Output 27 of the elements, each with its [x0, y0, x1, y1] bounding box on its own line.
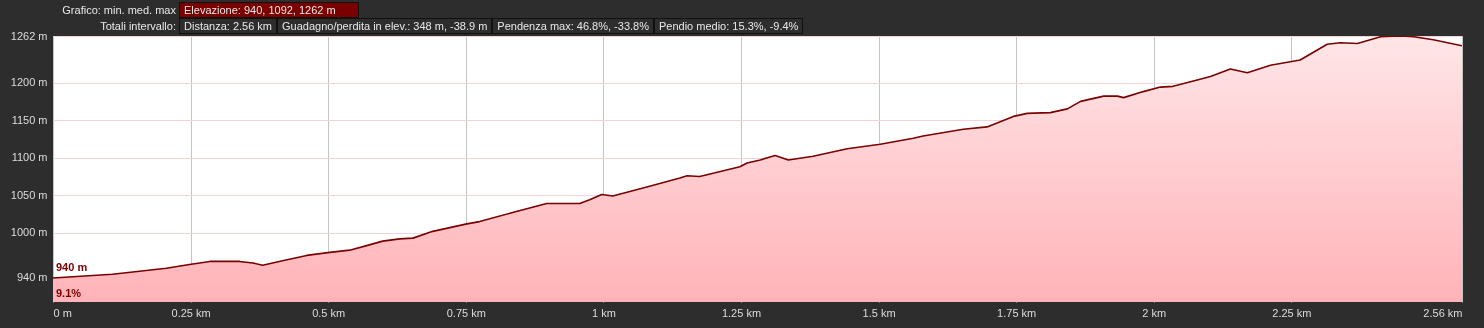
y-tick-label: 1200 m [10, 76, 48, 89]
x-tick-label: 1 km [591, 306, 616, 319]
x-tick-label: 0.25 km [171, 306, 211, 319]
annotation: 940 m [56, 260, 88, 273]
y-tick-label: 940 m [16, 271, 48, 284]
y-tick-label: 1150 m [11, 113, 48, 126]
text: Pendio medio: 15.3%, -9.4% [653, 18, 804, 34]
x-tick-label: 0 m [53, 306, 72, 319]
y-tick-label: 1262 m [10, 29, 48, 42]
y-tick-label: 1050 m [10, 188, 48, 201]
x-tick-label: 2.56 km [1423, 306, 1463, 319]
x-tick-label: 1.25 km [721, 306, 762, 319]
text: Distanza: 2.56 km [179, 18, 278, 34]
x-tick-label: 0.5 km [312, 306, 346, 319]
annotation: 9.1% [56, 286, 82, 299]
text: Totali intervallo: [100, 20, 176, 32]
text: Guadagno/perdita in elev.: 348 m, -38.9 m [277, 18, 493, 34]
x-tick-label: 0.75 km [446, 306, 486, 319]
x-tick-label: 2 km [1142, 306, 1167, 319]
x-tick-label: 2.25 km [1272, 306, 1312, 319]
x-tick-label: 1.5 km [862, 306, 896, 319]
text: Elevazione: 940, 1092, 1262 m [179, 2, 359, 18]
text: Grafico: min. med. max [61, 4, 177, 16]
x-tick-label: 1.75 km [997, 306, 1037, 319]
text: Pendenza max: 46.8%, -33.8% [492, 18, 654, 34]
y-tick-label: 1100 m [11, 151, 48, 164]
y-tick-label: 1000 m [10, 226, 48, 239]
